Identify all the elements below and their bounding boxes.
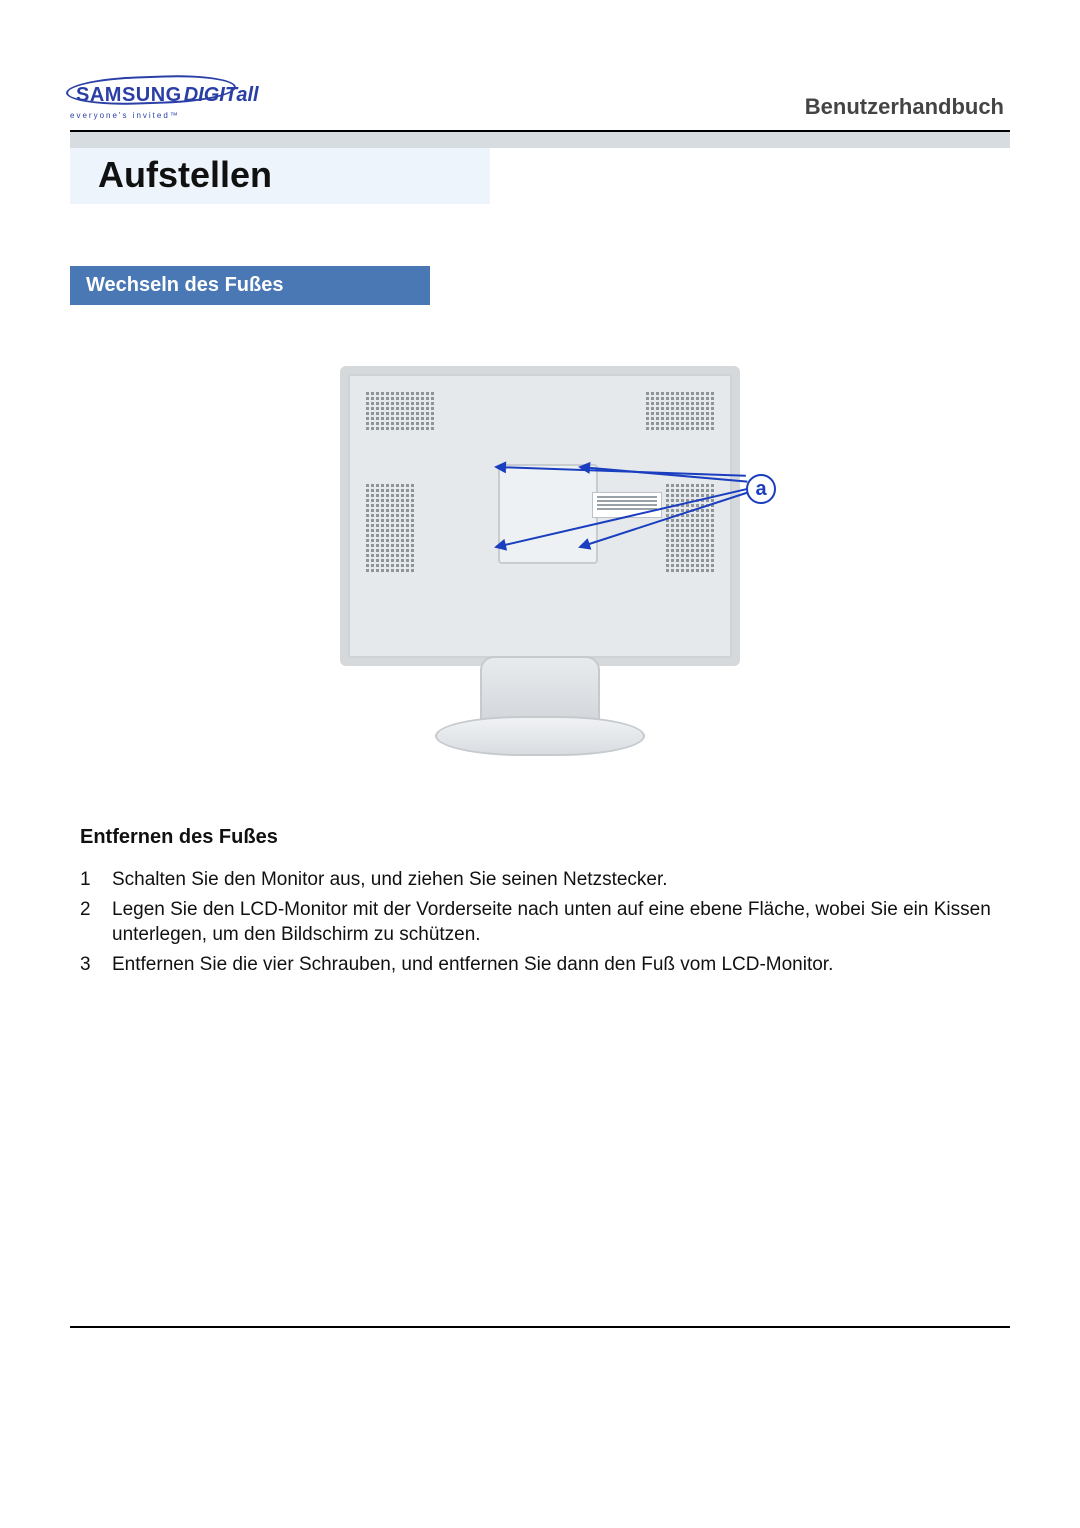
brand-secondary-text: DIGITall xyxy=(184,84,259,107)
step-text: Schalten Sie den Monitor aus, und ziehen… xyxy=(112,867,1010,893)
instruction-step: 3 Entfernen Sie die vier Schrauben, und … xyxy=(80,952,1010,978)
section-title: Aufstellen xyxy=(70,148,490,204)
bottom-rule xyxy=(70,1326,1010,1328)
figure-wrap: a xyxy=(70,366,1010,776)
brand-main: SAMSUNG DIGITall xyxy=(76,84,259,107)
subsection-bar: Wechseln des Fußes xyxy=(70,264,1010,306)
subsection-chip: Wechseln des Fußes xyxy=(70,266,430,305)
spec-label-lines xyxy=(597,496,657,512)
vent-grid-top-right xyxy=(646,392,714,430)
rule-grey xyxy=(70,132,1010,148)
brand-tagline: everyone's invited™ xyxy=(70,111,180,120)
section-fade xyxy=(490,148,1010,204)
monitor-back-panel xyxy=(340,366,740,666)
step-number: 3 xyxy=(80,952,98,978)
monitor-stand-foot xyxy=(435,716,645,756)
instructions-list: 1 Schalten Sie den Monitor aus, und zieh… xyxy=(80,867,1010,978)
instructions-heading: Entfernen des Fußes xyxy=(80,826,1010,849)
header-row: SAMSUNG DIGITall everyone's invited™ Ben… xyxy=(70,60,1010,120)
instruction-step: 2 Legen Sie den LCD-Monitor mit der Vord… xyxy=(80,897,1010,948)
step-text: Legen Sie den LCD-Monitor mit der Vorder… xyxy=(112,897,1010,948)
vent-grid-left xyxy=(366,484,414,572)
step-number: 2 xyxy=(80,897,98,948)
brand-logo: SAMSUNG DIGITall everyone's invited™ xyxy=(70,82,265,120)
section-bar: Aufstellen xyxy=(70,148,1010,204)
vent-grid-top-left xyxy=(366,392,434,430)
brand-primary-text: SAMSUNG xyxy=(76,84,182,107)
brand-logo-wrap: SAMSUNG DIGITall xyxy=(70,82,265,109)
step-text: Entfernen Sie die vier Schrauben, und en… xyxy=(112,952,1010,978)
page: SAMSUNG DIGITall everyone's invited™ Ben… xyxy=(0,0,1080,1528)
figure-monitor-back: a xyxy=(300,366,780,776)
step-number: 1 xyxy=(80,867,98,893)
doc-title: Benutzerhandbuch xyxy=(805,94,1010,120)
instruction-step: 1 Schalten Sie den Monitor aus, und zieh… xyxy=(80,867,1010,893)
callout-a: a xyxy=(746,474,776,504)
spec-label-sticker xyxy=(592,492,662,518)
callout-a-label: a xyxy=(755,478,766,501)
